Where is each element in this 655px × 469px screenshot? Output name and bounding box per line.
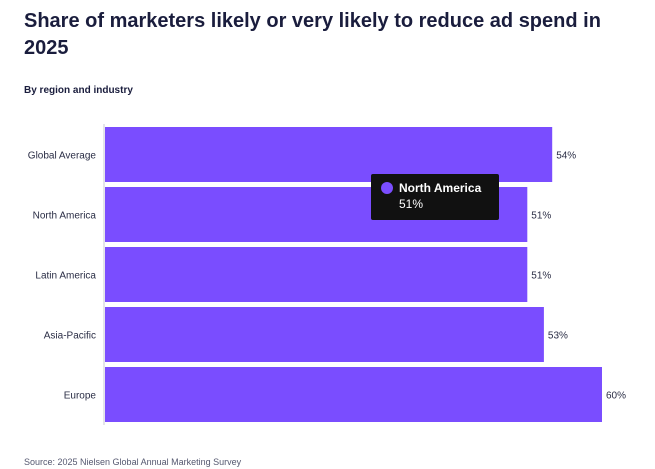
- value-label: 53%: [548, 331, 568, 342]
- value-label: 51%: [531, 211, 551, 222]
- category-label: Latin America: [35, 271, 96, 282]
- bar-asia-pacific[interactable]: [105, 307, 544, 362]
- chart-source: Source: 2025 Nielsen Global Annual Marke…: [24, 457, 242, 467]
- tooltip-series-name: North America: [399, 181, 482, 195]
- chart-subtitle: By region and industry: [24, 85, 133, 96]
- tooltip-value: 51%: [399, 197, 424, 211]
- chart-tooltip: North America 51%: [371, 174, 499, 220]
- category-label: Global Average: [28, 151, 97, 162]
- category-label: Asia-Pacific: [44, 331, 96, 342]
- bar-global-average[interactable]: [105, 127, 553, 182]
- tooltip-series-dot: [381, 182, 393, 194]
- value-label: 60%: [606, 391, 626, 402]
- bar-latin-america[interactable]: [105, 247, 528, 302]
- bar-europe[interactable]: [105, 367, 602, 422]
- value-label: 51%: [531, 271, 551, 282]
- category-label: North America: [33, 211, 97, 222]
- value-label: 54%: [556, 151, 576, 162]
- category-label: Europe: [64, 391, 97, 402]
- chart-title: Share of marketers likely or very likely…: [24, 10, 601, 59]
